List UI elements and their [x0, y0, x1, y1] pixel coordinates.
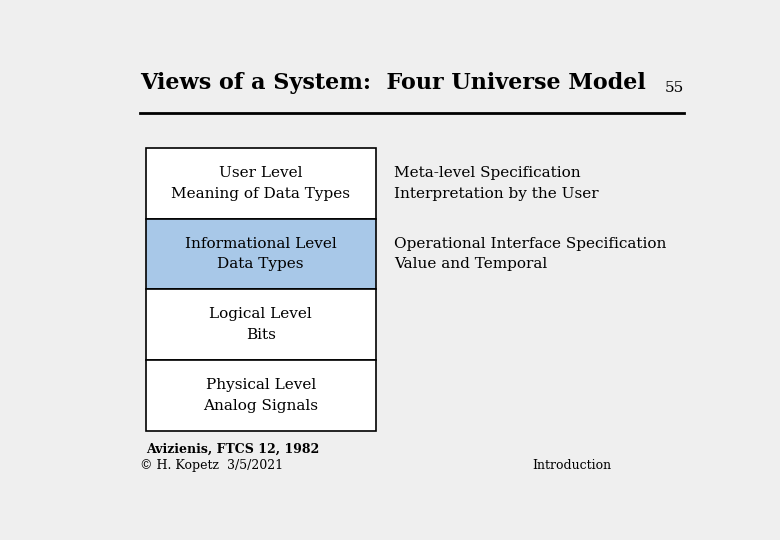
Text: 55: 55 — [665, 82, 684, 96]
Text: Meta-level Specification
Interpretation by the User: Meta-level Specification Interpretation … — [394, 166, 598, 200]
Bar — [146, 219, 376, 289]
Text: Informational Level
Data Types: Informational Level Data Types — [185, 237, 337, 271]
Text: Introduction: Introduction — [533, 460, 612, 472]
Text: Physical Level
Analog Signals: Physical Level Analog Signals — [204, 378, 318, 413]
Bar — [146, 360, 376, 431]
Text: Logical Level
Bits: Logical Level Bits — [209, 307, 312, 342]
Text: © H. Kopetz  3/5/2021: © H. Kopetz 3/5/2021 — [140, 460, 283, 472]
Text: Avizienis, FTCS 12, 1982: Avizienis, FTCS 12, 1982 — [146, 443, 319, 456]
Bar — [146, 148, 376, 219]
Bar — [146, 289, 376, 360]
Text: Operational Interface Specification
Value and Temporal: Operational Interface Specification Valu… — [394, 237, 666, 271]
Text: Views of a System:  Four Universe Model: Views of a System: Four Universe Model — [140, 72, 646, 94]
Text: User Level
Meaning of Data Types: User Level Meaning of Data Types — [172, 166, 350, 200]
